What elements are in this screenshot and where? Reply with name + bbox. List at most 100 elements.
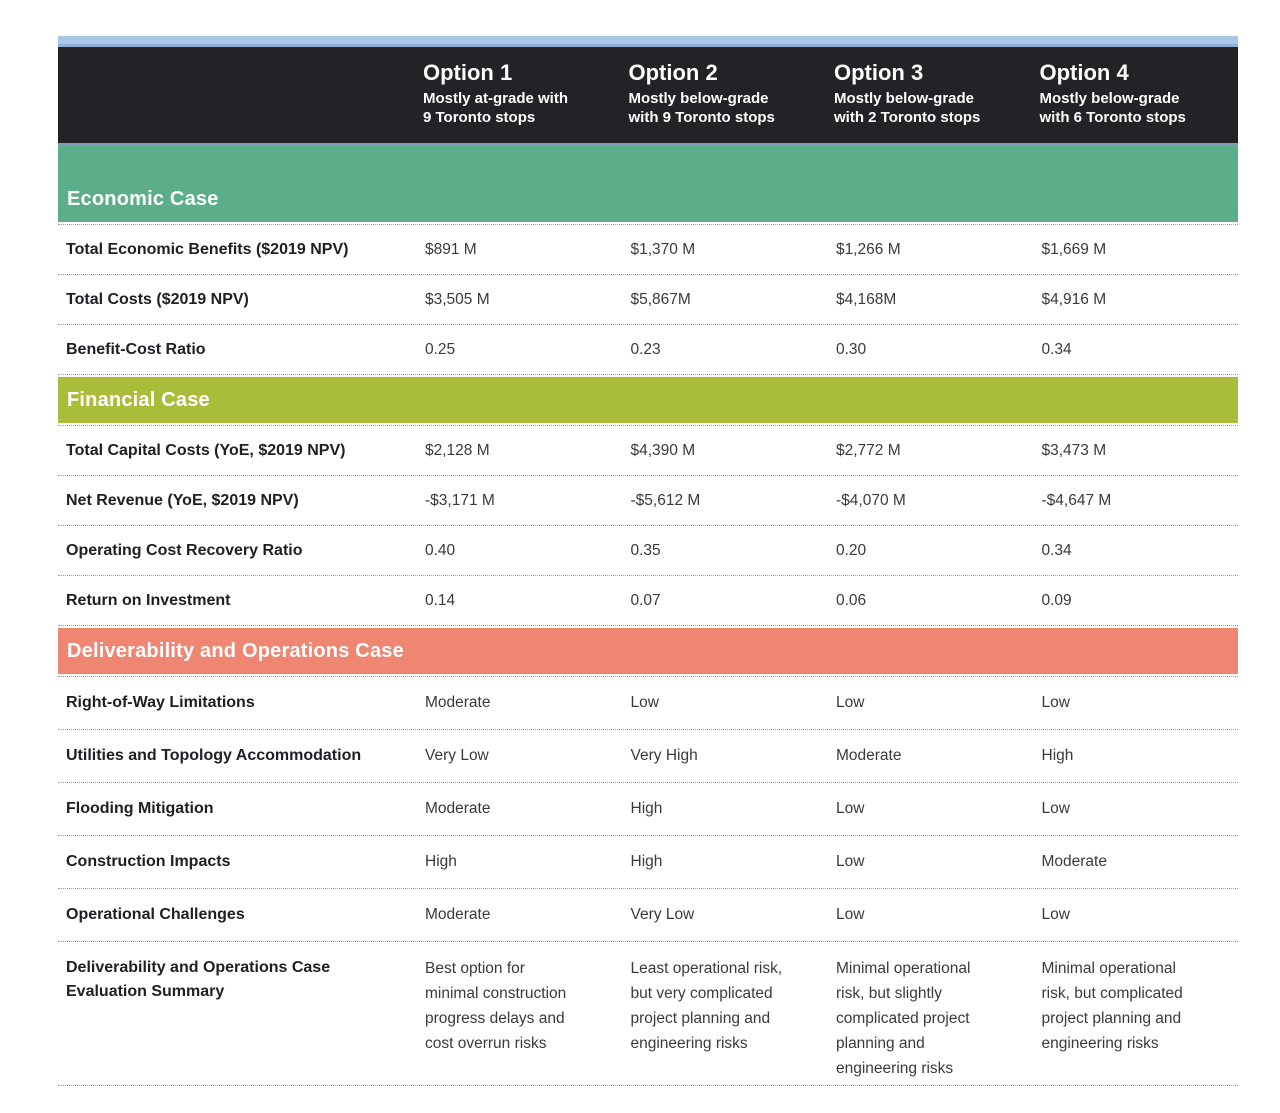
- row-value-option-2: 0.35: [630, 541, 661, 559]
- row-value-option-3: -$4,070 M: [836, 491, 906, 509]
- table-header-row: Option 1 Mostly at-grade with 9 Toronto …: [58, 47, 1238, 143]
- row-label: Utilities and Topology Accommodation: [66, 747, 362, 764]
- row-label: Net Revenue (YoE, $2019 NPV): [66, 491, 299, 509]
- row-value-option-4: Low: [1041, 906, 1070, 923]
- option-3-subtitle: Mostly below-grade with 2 Toronto stops: [834, 90, 981, 126]
- row-value-option-4: $4,916 M: [1041, 290, 1107, 308]
- header-option-3: Option 3 Mostly below-grade with 2 Toron…: [834, 47, 1033, 143]
- section-band-wrap: Financial Case: [58, 377, 1238, 426]
- section-header-deliverability-operations-case: Deliverability and Operations Case: [58, 628, 1238, 674]
- row-value-option-4: -$4,647 M: [1041, 491, 1112, 509]
- row-label: Operational Challenges: [66, 906, 245, 923]
- row-value-option-4: $3,473 M: [1041, 441, 1107, 459]
- row-value-option-3: Minimal operational risk, but slightly c…: [836, 960, 971, 1077]
- row-value-option-3: $1,266 M: [836, 240, 901, 258]
- section-title: Economic Case: [67, 188, 219, 210]
- header-empty-cell: [58, 47, 416, 143]
- option-2-subtitle: Mostly below-grade with 9 Toronto stops: [628, 90, 775, 126]
- row-value-option-2: Very Low: [630, 906, 695, 923]
- table-row-right-of-way-limitations: Right-of-Way Limitations Moderate Low Lo…: [58, 677, 1238, 730]
- row-label: Return on Investment: [66, 591, 231, 609]
- row-label: Deliverability and Operations Case Evalu…: [66, 959, 331, 1000]
- section-band-wrap: Deliverability and Operations Case: [58, 628, 1238, 677]
- section-header-economic-case: Economic Case: [58, 146, 1238, 222]
- table-top-accent-bar: [58, 36, 1238, 47]
- header-divider: [58, 143, 1238, 146]
- row-value-option-4: $1,669 M: [1041, 240, 1107, 258]
- table-row-utilities-topology-accommodation: Utilities and Topology Accommodation Ver…: [58, 730, 1238, 783]
- row-value-option-3: Low: [836, 800, 865, 817]
- row-value-option-4: 0.09: [1041, 591, 1072, 609]
- row-value-option-3: $4,168M: [836, 290, 897, 308]
- table-row-total-economic-benefits: Total Economic Benefits ($2019 NPV) $891…: [58, 225, 1238, 275]
- row-value-option-2: $5,867M: [630, 290, 691, 308]
- row-value-option-1: $3,505 M: [425, 290, 490, 308]
- row-value-option-1: $891 M: [425, 240, 477, 258]
- row-value-option-2: Low: [630, 694, 659, 711]
- row-value-option-3: Moderate: [836, 747, 902, 764]
- row-value-option-4: Minimal operational risk, but complicate…: [1041, 960, 1183, 1052]
- row-label: Total Economic Benefits ($2019 NPV): [66, 240, 349, 258]
- table-row-operational-challenges: Operational Challenges Moderate Very Low…: [58, 889, 1238, 942]
- row-value-option-1: 0.40: [425, 541, 456, 559]
- row-label: Total Costs ($2019 NPV): [66, 290, 249, 308]
- row-value-option-3: 0.30: [836, 340, 867, 358]
- row-value-option-3: Low: [836, 906, 865, 923]
- row-value-option-1: -$3,171 M: [425, 491, 495, 509]
- row-value-option-1: Very Low: [425, 747, 489, 764]
- row-label: Flooding Mitigation: [66, 800, 214, 817]
- table-row-benefit-cost-ratio: Benefit-Cost Ratio 0.25 0.23 0.30 0.34: [58, 325, 1238, 375]
- row-value-option-4: Moderate: [1041, 853, 1107, 870]
- header-option-2: Option 2 Mostly below-grade with 9 Toron…: [629, 47, 828, 143]
- row-value-option-1: Best option for minimal construction pro…: [425, 960, 567, 1052]
- option-4-subtitle: Mostly below-grade with 6 Toronto stops: [1039, 90, 1186, 126]
- section-header-financial-case: Financial Case: [58, 377, 1238, 423]
- row-value-option-2: Very High: [630, 747, 698, 764]
- header-option-1: Option 1 Mostly at-grade with 9 Toronto …: [423, 47, 622, 143]
- option-1-subtitle: Mostly at-grade with 9 Toronto stops: [423, 90, 569, 126]
- option-4-title: Option 4: [1039, 60, 1129, 85]
- table-row-net-revenue: Net Revenue (YoE, $2019 NPV) -$3,171 M -…: [58, 476, 1238, 526]
- row-value-option-1: Moderate: [425, 800, 491, 817]
- header-option-4: Option 4 Mostly below-grade with 6 Toron…: [1040, 47, 1239, 143]
- row-value-option-3: Low: [836, 694, 865, 711]
- table-row-total-capital-costs: Total Capital Costs (YoE, $2019 NPV) $2,…: [58, 426, 1238, 476]
- row-label: Benefit-Cost Ratio: [66, 340, 206, 358]
- row-value-option-1: $2,128 M: [425, 441, 490, 459]
- row-value-option-4: Low: [1041, 800, 1070, 817]
- row-value-option-2: $1,370 M: [630, 240, 696, 258]
- table-row-total-costs: Total Costs ($2019 NPV) $3,505 M $5,867M…: [58, 275, 1238, 325]
- row-value-option-2: High: [630, 853, 663, 870]
- row-value-option-4: 0.34: [1041, 541, 1072, 559]
- section-title: Financial Case: [67, 388, 210, 411]
- row-value-option-1: Moderate: [425, 694, 491, 711]
- table-row-return-on-investment: Return on Investment 0.14 0.07 0.06 0.09: [58, 576, 1238, 626]
- section-title: Deliverability and Operations Case: [67, 639, 404, 662]
- row-label: Total Capital Costs (YoE, $2019 NPV): [66, 441, 346, 459]
- row-value-option-3: Low: [836, 853, 865, 870]
- row-value-option-4: Low: [1041, 694, 1070, 711]
- row-value-option-1: Moderate: [425, 906, 491, 923]
- row-value-option-2: $4,390 M: [630, 441, 696, 459]
- section-band-wrap: Economic Case: [58, 146, 1238, 225]
- row-value-option-1: High: [425, 853, 457, 870]
- table-row-evaluation-summary: Deliverability and Operations Case Evalu…: [58, 942, 1238, 1086]
- row-value-option-3: 0.06: [836, 591, 867, 609]
- row-value-option-3: 0.20: [836, 541, 867, 559]
- row-value-option-1: 0.14: [425, 591, 456, 609]
- option-3-title: Option 3: [834, 60, 924, 85]
- row-value-option-4: 0.34: [1041, 340, 1072, 358]
- row-label: Right-of-Way Limitations: [66, 694, 255, 711]
- row-label: Operating Cost Recovery Ratio: [66, 541, 303, 559]
- table-row-flooding-mitigation: Flooding Mitigation Moderate High Low Lo…: [58, 783, 1238, 836]
- options-comparison-table: Option 1 Mostly at-grade with 9 Toronto …: [58, 36, 1238, 1086]
- row-value-option-2: 0.23: [630, 340, 661, 358]
- row-value-option-2: -$5,612 M: [630, 491, 701, 509]
- row-value-option-2: Least operational risk, but very complic…: [630, 960, 783, 1052]
- row-value-option-2: 0.07: [630, 591, 661, 609]
- row-label: Construction Impacts: [66, 853, 231, 870]
- table-row-operating-cost-recovery-ratio: Operating Cost Recovery Ratio 0.40 0.35 …: [58, 526, 1238, 576]
- table-row-construction-impacts: Construction Impacts High High Low Moder…: [58, 836, 1238, 889]
- row-value-option-2: High: [630, 800, 663, 817]
- option-2-title: Option 2: [628, 60, 718, 85]
